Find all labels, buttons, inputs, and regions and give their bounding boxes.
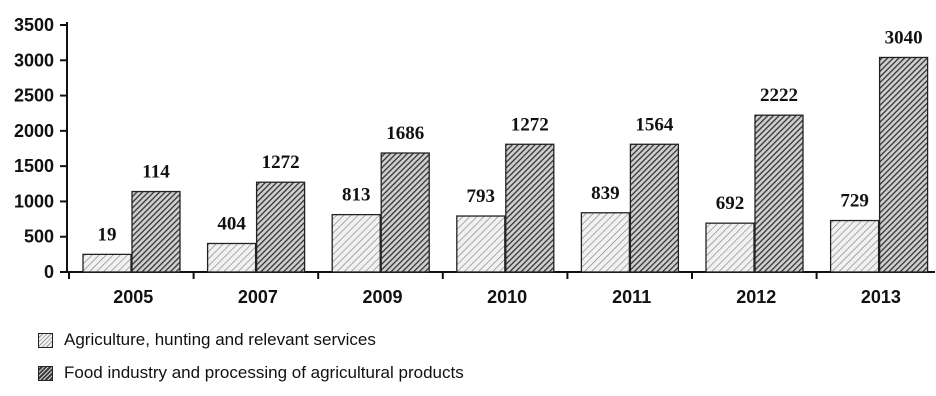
bar-agriculture <box>705 222 755 273</box>
data-label: 839 <box>591 183 620 204</box>
bar-agriculture <box>206 242 257 273</box>
data-label: 729 <box>840 191 869 212</box>
bar-food-industry <box>255 181 306 273</box>
bar-food-industry <box>131 190 181 273</box>
data-label: 404 <box>217 213 246 234</box>
legend-item-food-industry: Food industry and processing of agricult… <box>38 363 464 383</box>
y-tick-label: 3500 <box>14 15 54 35</box>
bar-agriculture <box>331 213 381 273</box>
data-label: 813 <box>342 185 371 206</box>
bar-agriculture <box>82 253 132 273</box>
x-category-label: 2011 <box>612 287 651 307</box>
bar-agriculture <box>580 212 631 273</box>
bar-food-industry <box>629 143 680 273</box>
x-category-label: 2012 <box>736 287 776 307</box>
data-label: 19 <box>98 224 117 245</box>
y-tick-label: 1500 <box>14 156 54 176</box>
y-tick-label: 3000 <box>14 50 54 70</box>
legend-label-agriculture: Agriculture, hunting and relevant servic… <box>64 330 376 349</box>
y-tick-label: 0 <box>44 262 54 282</box>
data-label: 3040 <box>885 27 923 48</box>
x-category-label: 2005 <box>113 287 153 307</box>
bar-agriculture <box>829 219 880 273</box>
y-tick-label: 2000 <box>14 121 54 141</box>
data-label: 1272 <box>262 152 300 173</box>
data-label: 2222 <box>760 85 798 106</box>
data-label: 692 <box>716 193 745 214</box>
legend: Agriculture, hunting and relevant servic… <box>38 330 464 396</box>
data-label: 1686 <box>386 123 424 144</box>
data-label: 114 <box>142 162 170 183</box>
data-label: 793 <box>467 186 496 207</box>
plot-area: 0 500 1000 1500 2000 2500 3000 3500 19 114 2005 404… <box>14 15 935 307</box>
y-tick-label: 500 <box>24 227 54 247</box>
bar-food-industry <box>505 143 555 273</box>
data-label: 1564 <box>635 114 674 135</box>
legend-item-agriculture: Agriculture, hunting and relevant servic… <box>38 330 464 350</box>
x-category-label: 2013 <box>861 287 901 307</box>
bar-agriculture <box>456 215 506 273</box>
x-category-label: 2009 <box>362 287 402 307</box>
legend-swatch-dark <box>38 365 53 381</box>
y-tick-label: 2500 <box>14 86 54 106</box>
x-category-label: 2010 <box>487 287 527 307</box>
x-category-label: 2007 <box>238 287 278 307</box>
bar-chart: 0 500 1000 1500 2000 2500 3000 3500 19 114 2005 404… <box>14 15 935 307</box>
bar-food-industry <box>754 114 804 273</box>
data-label: 1272 <box>511 114 549 135</box>
bar-food-industry <box>380 152 430 273</box>
legend-swatch-light <box>38 332 53 348</box>
legend-label-food-industry: Food industry and processing of agricult… <box>64 363 464 382</box>
bar-food-industry <box>878 56 929 273</box>
y-tick-label: 1000 <box>14 191 54 211</box>
